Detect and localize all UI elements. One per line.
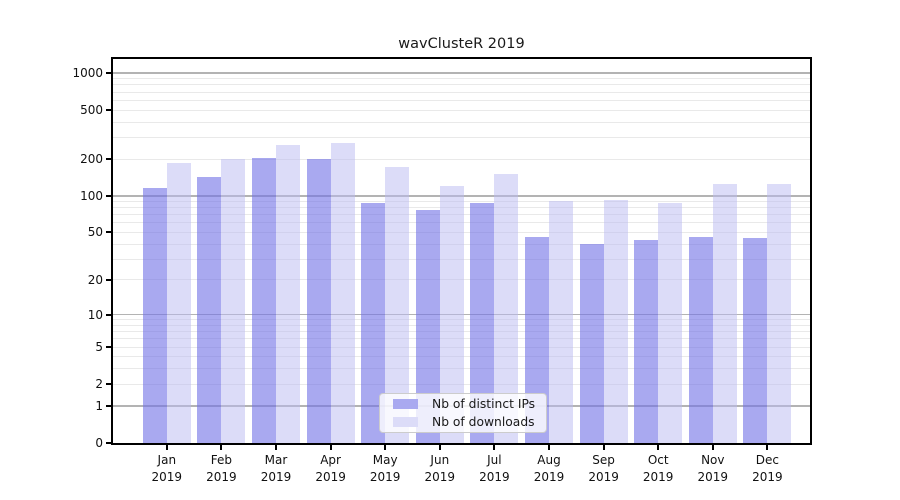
x-tick-mark (275, 445, 277, 450)
x-tick-mark (657, 445, 660, 450)
bar (330, 143, 355, 443)
legend-label-distinct-ips: Nb of distinct IPs (432, 397, 536, 411)
y-tick-mark (106, 158, 111, 160)
x-tick-mark (493, 445, 496, 450)
gridline-minor (113, 78, 810, 80)
bars-layer (113, 59, 810, 443)
x-axis: Jan 2019 Feb 2019 Mar 2019 Apr 2019 May 2019… (113, 59, 810, 484)
bar (658, 203, 683, 443)
x-tick-mark (165, 445, 168, 450)
y-tick-mark (106, 346, 111, 349)
bar (252, 158, 276, 443)
x-tick-label: Jan 2019 (151, 453, 183, 484)
y-tick-label: 10 (87, 307, 103, 322)
y-tick-mark (106, 404, 111, 407)
y-tick-label: 100 (80, 188, 103, 203)
y-tick-label: 200 (80, 152, 103, 166)
y-tick-mark (106, 109, 111, 112)
bar (603, 199, 628, 443)
bar (549, 201, 573, 443)
bar (306, 159, 331, 443)
bar (276, 145, 300, 443)
bar (166, 162, 191, 443)
bar (767, 183, 792, 443)
bar (634, 240, 659, 443)
y-tick-label: 20 (87, 272, 103, 287)
x-tick-mark (548, 445, 550, 450)
y-tick-mark (106, 442, 111, 444)
legend-label-downloads: Nb of downloads (432, 415, 535, 429)
gridline-minor (113, 121, 810, 123)
legend-swatch-downloads (393, 417, 418, 427)
y-tick-label: 500 (80, 103, 103, 118)
x-tick-label: Feb 2019 (206, 453, 237, 484)
x-tick-mark (329, 445, 332, 450)
bar (743, 237, 768, 443)
legend-item: Nb of distinct IPs (388, 397, 538, 411)
x-tick-label: Aug 2019 (533, 453, 565, 484)
bar (688, 236, 713, 443)
x-tick-label: Sep 2019 (588, 453, 619, 484)
y-axis: 0 1 2 5 10 20 50 100 200 500 1000 (72, 59, 810, 450)
x-tick-mark (711, 445, 714, 450)
gridline-minor (113, 99, 810, 101)
y-tick-label: 5 (95, 340, 103, 355)
gridline-minor (113, 91, 810, 93)
x-tick-mark (220, 445, 223, 450)
y-tick-label: 50 (87, 225, 103, 240)
x-tick-label: Apr 2019 (315, 453, 346, 484)
x-tick-label: May 2019 (369, 453, 401, 484)
y-tick-mark (106, 278, 111, 281)
y-tick-mark (106, 194, 111, 197)
chart-title: wavClusteR 2019 (398, 36, 525, 52)
bar (221, 159, 246, 443)
y-tick-mark (106, 383, 111, 386)
legend-swatch-distinct-ips (393, 399, 418, 409)
x-tick-label: Nov 2019 (697, 453, 729, 484)
bar (712, 184, 737, 443)
x-tick-mark (384, 445, 387, 450)
bar (579, 244, 604, 443)
x-tick-mark (766, 445, 769, 450)
y-tick-label: 1000 (72, 66, 103, 81)
legend: Nb of distinct IPs Nb of downloads (379, 393, 547, 433)
y-tick-label: 2 (95, 377, 103, 392)
gridline-minor (113, 109, 810, 111)
bar (142, 188, 167, 443)
y-tick-mark (106, 231, 111, 234)
x-tick-mark (602, 445, 605, 450)
x-tick-mark (438, 445, 441, 450)
x-tick-label: Jul 2019 (479, 453, 510, 484)
x-tick-label: Oct 2019 (642, 453, 674, 484)
x-tick-label: Jun 2019 (424, 453, 456, 484)
bar (197, 176, 222, 443)
legend-item: Nb of downloads (388, 415, 538, 429)
y-tick-label: 0 (95, 436, 103, 450)
y-tick-label: 1 (95, 398, 103, 413)
gridline-minor (113, 84, 810, 86)
y-tick-mark (106, 72, 111, 75)
plot-area: 0 1 2 5 10 20 50 100 200 500 1000 Jan 2019 Feb 2019… (72, 57, 812, 484)
x-tick-label: Dec 2019 (752, 453, 783, 484)
y-tick-mark (106, 313, 111, 316)
gridline-minor (113, 136, 810, 138)
gridline-major (113, 72, 810, 74)
gridline-minor (113, 158, 810, 160)
x-tick-label: Mar 2019 (260, 453, 292, 484)
